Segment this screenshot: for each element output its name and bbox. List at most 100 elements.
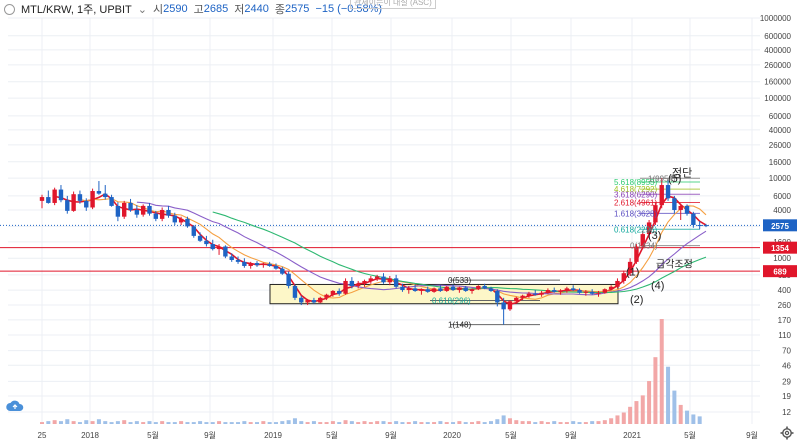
x-tick-label: 5월: [684, 430, 696, 440]
candle-body: [355, 283, 361, 286]
low-value: 2440: [244, 3, 269, 15]
volume-bar: [438, 421, 443, 424]
chevron-down-icon[interactable]: ⌄: [137, 3, 147, 16]
candle-body: [280, 268, 285, 274]
volume-bar: [65, 419, 70, 424]
candle-body: [267, 263, 272, 266]
volume-bar: [564, 422, 569, 424]
candle-body: [507, 301, 513, 310]
candle-body: [646, 222, 652, 235]
candle-body: [583, 291, 589, 293]
x-tick-label: 2018: [81, 431, 99, 440]
volume-bar: [242, 421, 247, 424]
fib-level-label: 3.618(6290): [614, 190, 657, 199]
volume-bar: [96, 419, 101, 424]
volume-bar: [381, 421, 386, 424]
volume-bar: [432, 422, 437, 424]
candle-body: [324, 294, 329, 298]
candle-body: [122, 202, 127, 217]
candle-body: [311, 300, 317, 303]
fib-level-label: 0.618(2296): [614, 225, 657, 234]
x-tick-label: 9월: [204, 430, 216, 440]
volume-bar: [172, 422, 177, 424]
volume-bar: [368, 422, 373, 424]
candle-body: [697, 224, 702, 226]
candle-body: [39, 197, 45, 201]
annotation-label: (3): [648, 230, 661, 242]
visibility-toggle-icon[interactable]: [4, 3, 15, 15]
candle-body: [159, 209, 165, 219]
fib-level-label: 2.618(4961): [614, 199, 657, 208]
volume-bar: [685, 410, 690, 424]
volume-bar: [470, 422, 475, 424]
volume-bar: [697, 416, 702, 424]
candle-body: [469, 289, 475, 291]
annotation-label: 0(533): [448, 276, 471, 285]
candle-body: [558, 290, 563, 292]
close-value: 2575: [284, 3, 310, 15]
volume-bar: [577, 422, 582, 424]
open-value: 2590: [163, 3, 188, 15]
candle-body: [368, 278, 374, 281]
volume-bar: [71, 421, 76, 424]
x-tick-label: 9월: [565, 430, 577, 440]
volume-bar: [198, 421, 203, 424]
candle-body: [533, 293, 538, 295]
volume-bar: [356, 422, 361, 424]
candle-body: [539, 292, 544, 295]
y-tick-label: 260000: [764, 61, 791, 70]
y-tick-label: 60000: [769, 112, 792, 121]
candle-body: [362, 280, 367, 284]
y-tick-label: 170: [778, 316, 792, 325]
volume-bar: [558, 422, 563, 424]
y-tick-label: 12: [782, 408, 791, 417]
volume-bar: [217, 421, 222, 424]
volume-bar: [141, 422, 146, 424]
y-tick-label: 6000: [773, 192, 791, 201]
volume-bar: [109, 422, 114, 424]
candle-body: [387, 278, 393, 283]
volume-bar: [583, 422, 588, 424]
cloud-icon[interactable]: [6, 400, 24, 415]
volume-bar: [103, 421, 108, 424]
volume-bar: [286, 420, 291, 424]
volume-bar: [311, 421, 316, 424]
candle-body: [640, 234, 645, 247]
gear-icon[interactable]: [780, 426, 794, 443]
volume-bar: [526, 421, 531, 424]
candle-body: [463, 287, 468, 291]
candle-body: [691, 213, 696, 225]
volume-bar: [609, 418, 614, 424]
fib-level-label: 0(1434): [630, 242, 658, 251]
volume-bar: [267, 422, 272, 424]
volume-bar: [628, 406, 633, 424]
volume-bar: [46, 421, 51, 424]
x-tick-label: 5월: [147, 430, 159, 440]
candle-body: [223, 246, 228, 257]
candle-body: [545, 290, 551, 293]
volume-bar: [375, 421, 380, 424]
volume-bar: [147, 421, 152, 424]
candle-body: [58, 189, 64, 201]
annotation-label: 정단: [672, 166, 692, 179]
candle-body: [564, 288, 570, 291]
volume-bar: [666, 366, 671, 424]
price-tag: [763, 219, 797, 232]
y-tick-label: 46: [782, 361, 791, 370]
y-tick-label: 10000: [769, 174, 792, 183]
candle-body: [172, 215, 177, 223]
volume-bar: [552, 421, 557, 424]
candle-body: [261, 263, 266, 266]
change-value: −15 (−0.58%): [315, 3, 383, 15]
annotation-label: 0.618(296): [432, 297, 471, 306]
symbol-label[interactable]: MTL/KRW, 1주, UPBIT: [21, 4, 132, 16]
volume-bar: [349, 421, 354, 424]
candle-body: [96, 191, 102, 194]
y-tick-label: 160000: [764, 78, 791, 87]
volume-bar: [153, 422, 158, 424]
volume-bar: [647, 381, 652, 424]
volume-bar: [299, 421, 304, 424]
y-tick-label: 400: [778, 286, 792, 295]
candle-body: [242, 261, 247, 266]
